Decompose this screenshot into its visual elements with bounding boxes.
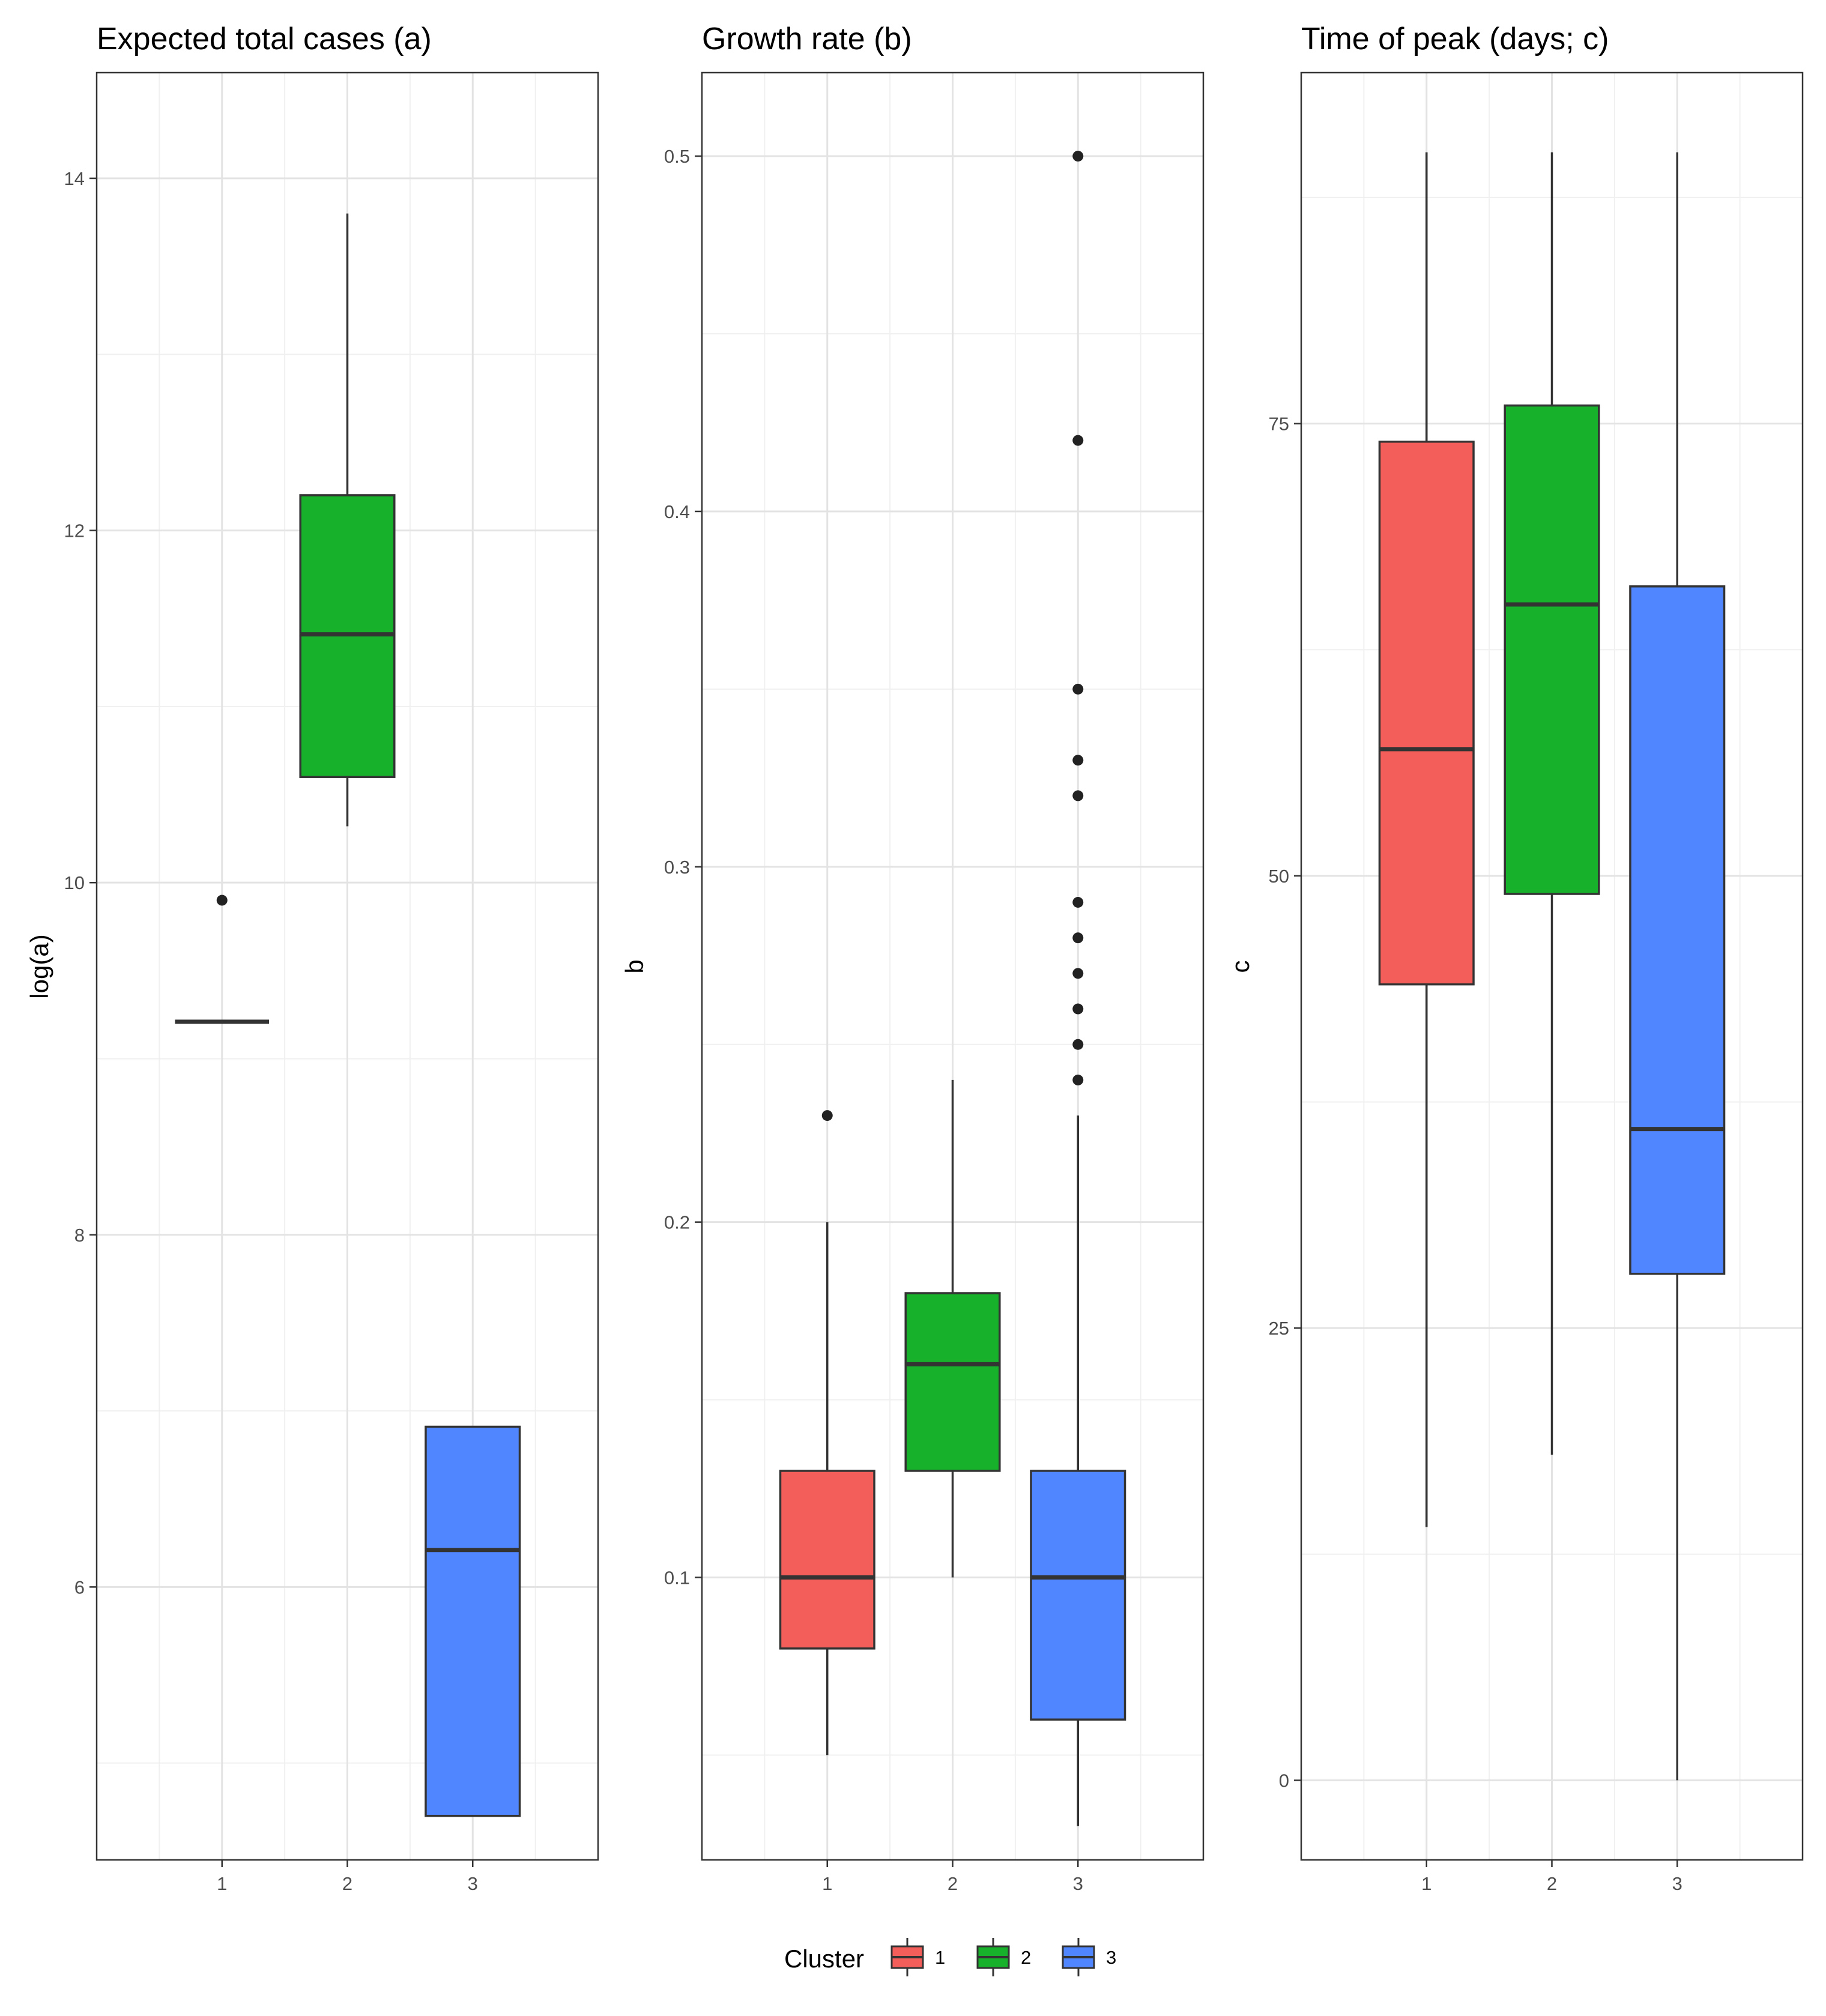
y-tick-label: 25 <box>1269 1318 1289 1339</box>
x-tick-label: 3 <box>1672 1873 1682 1894</box>
outlier-point <box>1072 790 1084 801</box>
y-tick-label: 10 <box>64 872 85 893</box>
box-1 <box>779 1110 875 1755</box>
box-1 <box>1378 152 1475 1527</box>
legend-label: 2 <box>1021 1947 1031 1968</box>
outlier-point <box>1072 932 1084 944</box>
outlier-point <box>1072 896 1084 908</box>
box-3 <box>1629 152 1726 1781</box>
box-body <box>1378 440 1475 986</box>
outlier-point <box>1072 683 1084 695</box>
panel-title: Growth rate (b) <box>702 22 912 56</box>
box-3 <box>1030 151 1126 1826</box>
y-tick-label: 0.5 <box>664 146 690 167</box>
x-tick-label: 1 <box>217 1873 227 1894</box>
y-tick-label: 50 <box>1269 866 1289 887</box>
box-body <box>425 1425 521 1817</box>
y-tick-label: 0 <box>1279 1770 1289 1791</box>
box-3 <box>425 1425 521 1817</box>
panel-growth-rate: Growth rate (b) b 0.1 0.2 0.3 0.4 0.5 1 2 3 <box>620 22 1205 1894</box>
box-body <box>904 1292 1001 1472</box>
x-tick-label: 1 <box>822 1873 832 1894</box>
y-tick-label: 75 <box>1269 414 1289 435</box>
legend-label: 3 <box>1106 1947 1116 1968</box>
y-tick-label: 12 <box>64 521 85 542</box>
box-body <box>1030 1470 1126 1721</box>
y-tick-label: 14 <box>64 168 85 189</box>
outlier-point <box>1072 968 1084 979</box>
outlier-point <box>821 1110 833 1121</box>
y-axis-title: log(a) <box>25 934 53 998</box>
legend-item-2: 2 <box>976 1938 1031 1976</box>
y-tick-label: 0.1 <box>664 1567 690 1588</box>
x-tick-label: 2 <box>948 1873 958 1894</box>
legend-title: Cluster <box>784 1945 864 1973</box>
y-tick-label: 0.3 <box>664 857 690 878</box>
panel-title: Expected total cases (a) <box>97 22 432 56</box>
legend-item-3: 3 <box>1062 1938 1116 1976</box>
panel-total-cases: Expected total cases (a) log(a) 68101214… <box>25 22 599 1894</box>
legend-keys: 1 2 3 <box>890 1938 1116 1976</box>
legend-item-1: 1 <box>890 1938 945 1976</box>
y-axis-title: b <box>620 959 648 973</box>
outlier-point <box>1072 755 1084 766</box>
plot-area: 0 25 50 75 1 2 3 <box>1269 71 1804 1894</box>
outlier-point <box>1072 1074 1084 1085</box>
x-tick-label: 2 <box>1547 1873 1557 1894</box>
legend-label: 1 <box>935 1947 945 1968</box>
outlier-point <box>1072 1039 1084 1050</box>
y-tick-label: 0.4 <box>664 501 690 522</box>
y-axis-title: c <box>1226 961 1254 973</box>
x-tick-label: 3 <box>1073 1873 1083 1894</box>
plot-area: 0.1 0.2 0.3 0.4 0.5 1 2 3 <box>664 71 1205 1894</box>
outlier-point <box>216 895 228 906</box>
outlier-point <box>1072 435 1084 446</box>
box-body <box>1504 404 1600 895</box>
y-tick-label: 6 <box>74 1577 85 1598</box>
x-tick-label: 2 <box>342 1873 352 1894</box>
box-body <box>779 1470 875 1650</box>
box-2 <box>299 213 396 827</box>
x-tick-label: 3 <box>468 1873 478 1894</box>
box-2 <box>904 1079 1001 1578</box>
box-2 <box>1504 152 1600 1455</box>
panel-title: Time of peak (days; c) <box>1301 22 1609 56</box>
outlier-point <box>1072 151 1084 162</box>
box-1 <box>175 895 270 1024</box>
box-body <box>1629 585 1726 1275</box>
outlier-point <box>1072 1003 1084 1015</box>
x-tick-label: 1 <box>1421 1873 1431 1894</box>
panel-time-of-peak: Time of peak (days; c) c 0 25 50 75 1 2 3 <box>1226 22 1804 1894</box>
y-tick-label: 0.2 <box>664 1212 690 1233</box>
legend: Cluster 1 2 3 <box>784 1938 1116 1976</box>
y-tick-label: 8 <box>74 1225 85 1246</box>
